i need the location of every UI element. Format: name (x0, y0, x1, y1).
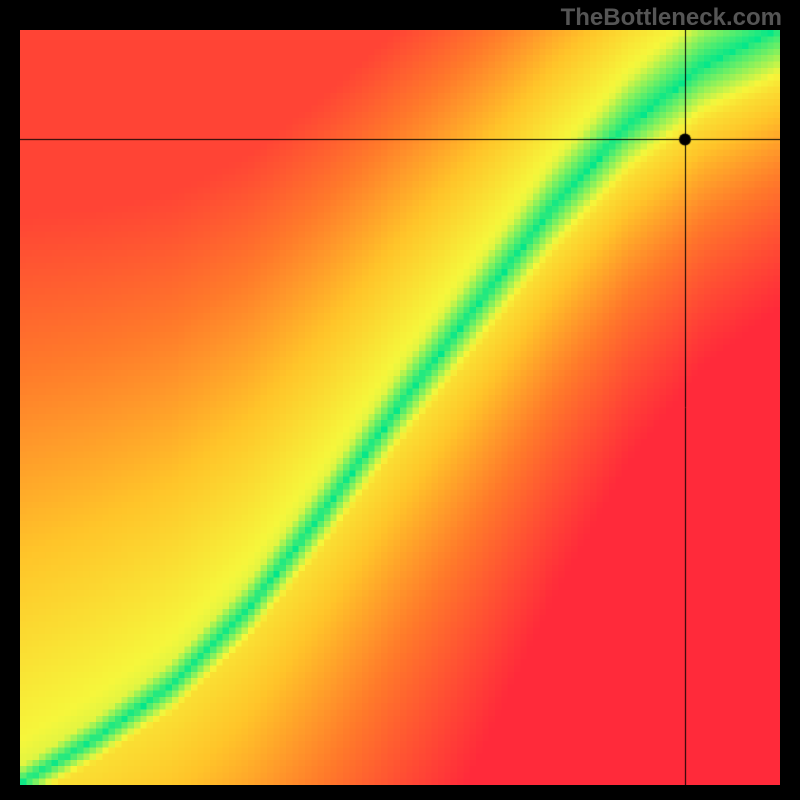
overlay-canvas (20, 30, 780, 785)
watermark-text: TheBottleneck.com (561, 4, 782, 32)
chart-container: TheBottleneck.com (0, 0, 800, 800)
